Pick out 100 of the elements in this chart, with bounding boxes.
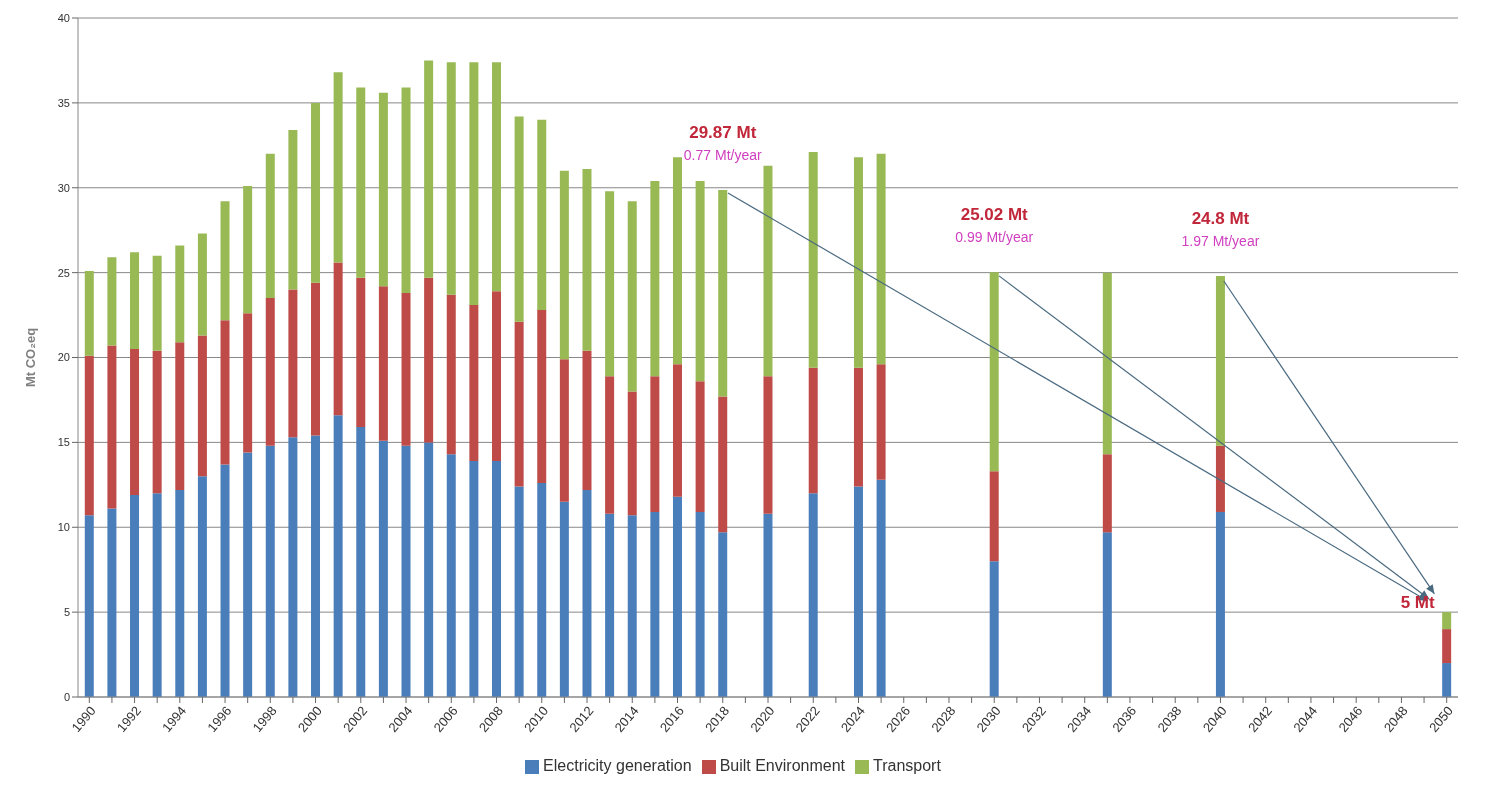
bar [130, 252, 140, 350]
bar [197, 335, 207, 477]
bar [763, 376, 773, 514]
bar [808, 152, 818, 368]
bar [265, 153, 275, 299]
annotation: 5 Mt [1400, 593, 1436, 613]
bar [1102, 532, 1112, 697]
bar [288, 289, 298, 438]
bar [84, 270, 94, 356]
bar [627, 391, 637, 516]
bar [107, 345, 117, 509]
bar [1215, 445, 1225, 512]
bar [175, 342, 185, 490]
bar [107, 257, 117, 346]
bar [672, 364, 682, 497]
bar [1442, 629, 1452, 664]
annotation: 29.87 Mt [689, 122, 757, 142]
bar [537, 119, 547, 310]
bar [492, 62, 501, 292]
y-tick-label: 10 [57, 521, 70, 534]
bar [853, 157, 863, 368]
bar [152, 350, 162, 494]
bar [446, 62, 456, 295]
bar [650, 511, 660, 697]
bar [1102, 272, 1112, 455]
y-tick-label: 15 [57, 436, 70, 449]
annotation: 25.02 Mt [960, 205, 1029, 225]
legend-label: Transport [873, 757, 941, 774]
bar [197, 476, 207, 697]
bar [469, 461, 479, 697]
bar [559, 501, 569, 697]
y-tick-label: 0 [63, 690, 70, 703]
bar [989, 471, 999, 562]
annotation: 1.97 Mt/year [1181, 233, 1260, 250]
bar [424, 60, 434, 278]
bar [265, 445, 275, 697]
bar [876, 364, 886, 480]
bar [130, 349, 140, 495]
bar [1102, 454, 1112, 533]
bar [243, 186, 253, 314]
bar [288, 130, 298, 290]
bar [265, 298, 275, 446]
bar [559, 359, 569, 502]
bar [401, 87, 411, 293]
bar [853, 486, 863, 697]
bar [401, 445, 411, 697]
bar [537, 309, 547, 484]
bar [243, 452, 253, 697]
y-tick-label: 35 [57, 96, 70, 109]
bar [1215, 511, 1225, 697]
bar [84, 515, 94, 697]
bar [446, 454, 456, 697]
bar [808, 493, 818, 697]
bar [311, 435, 321, 697]
bar [197, 233, 207, 336]
annotation: 0.99 Mt/year [955, 229, 1034, 246]
bar [469, 304, 479, 462]
bar [152, 255, 162, 351]
y-tick-label: 30 [57, 181, 70, 194]
bar [311, 102, 321, 283]
bar [514, 116, 524, 322]
bar [401, 293, 411, 446]
bar [378, 92, 388, 287]
y-axis-title: Mt CO₂eq [22, 327, 38, 388]
bar [243, 313, 253, 453]
annotation: 24.8 Mt [1191, 209, 1250, 229]
bar [695, 180, 705, 382]
bar [853, 367, 863, 487]
bar [718, 532, 728, 697]
bar [356, 427, 366, 697]
bar [378, 440, 388, 697]
bar [605, 376, 615, 514]
bar [582, 489, 592, 697]
bar [627, 201, 637, 392]
bar [514, 321, 524, 487]
bar [424, 442, 434, 697]
bar [469, 62, 479, 305]
bar [718, 189, 728, 397]
bar [220, 464, 230, 697]
bar [220, 320, 230, 465]
bar [1442, 612, 1452, 630]
bar [333, 262, 343, 416]
y-tick-label: 20 [57, 351, 70, 364]
bar [650, 376, 660, 512]
bar [582, 350, 592, 490]
bar [537, 483, 547, 697]
bar [718, 396, 728, 533]
bar [695, 511, 705, 697]
bar [492, 291, 501, 462]
bar [378, 286, 388, 441]
bar [1215, 276, 1225, 446]
bar [333, 415, 343, 697]
legend-label: Electricity generation [543, 757, 692, 774]
bar [876, 153, 886, 365]
bar [763, 513, 773, 697]
bar [1442, 663, 1452, 697]
bar [446, 294, 456, 455]
bar [356, 87, 366, 278]
bar [605, 191, 615, 377]
bar [989, 272, 999, 472]
